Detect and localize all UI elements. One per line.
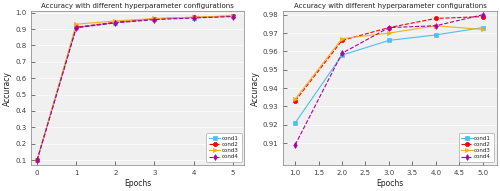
cond3 (292, 98, 298, 100)
cond2 (230, 15, 235, 17)
cond4 (386, 27, 392, 29)
cond3 (386, 32, 392, 34)
Y-axis label: Accuracy: Accuracy (251, 71, 260, 105)
Line: cond4: cond4 (293, 13, 484, 147)
cond4 (292, 144, 298, 146)
cond2 (152, 18, 158, 20)
cond1 (339, 54, 345, 56)
cond3 (152, 17, 158, 20)
cond1 (73, 26, 79, 29)
cond2 (112, 21, 118, 23)
cond4 (480, 14, 486, 16)
cond4 (112, 22, 118, 24)
cond3 (190, 16, 196, 18)
cond4 (230, 15, 235, 18)
cond2 (190, 16, 196, 19)
cond3 (339, 37, 345, 40)
Line: cond4: cond4 (35, 15, 235, 162)
cond4 (152, 19, 158, 21)
cond2 (480, 15, 486, 18)
Y-axis label: Accuracy: Accuracy (4, 71, 13, 105)
Title: Accuracy with different hyperparameter configurations: Accuracy with different hyperparameter c… (294, 3, 486, 9)
Title: Accuracy with different hyperparameter configurations: Accuracy with different hyperparameter c… (42, 3, 234, 9)
cond1 (152, 18, 158, 20)
X-axis label: Epochs: Epochs (124, 179, 152, 188)
cond1 (112, 21, 118, 24)
cond4 (433, 25, 439, 27)
cond1 (433, 34, 439, 36)
Line: cond1: cond1 (293, 26, 484, 125)
cond3 (73, 23, 79, 25)
cond1 (480, 27, 486, 29)
Line: cond2: cond2 (35, 14, 235, 162)
cond3 (34, 159, 40, 161)
cond2 (386, 27, 392, 29)
cond4 (73, 27, 79, 29)
cond1 (190, 16, 196, 19)
Line: cond2: cond2 (293, 15, 484, 103)
cond4 (339, 52, 345, 54)
cond2 (433, 17, 439, 20)
cond4 (34, 159, 40, 161)
Legend: cond1, cond2, cond3, cond4: cond1, cond2, cond3, cond4 (458, 133, 494, 162)
cond1 (386, 39, 392, 42)
cond2 (339, 39, 345, 42)
cond1 (230, 15, 235, 18)
cond1 (292, 122, 298, 124)
cond3 (433, 25, 439, 27)
Legend: cond1, cond2, cond3, cond4: cond1, cond2, cond3, cond4 (206, 133, 242, 162)
Line: cond3: cond3 (35, 14, 235, 162)
Line: cond3: cond3 (293, 24, 484, 101)
cond2 (34, 159, 40, 161)
cond4 (190, 17, 196, 19)
cond2 (73, 26, 79, 28)
cond3 (230, 15, 235, 17)
cond2 (292, 100, 298, 102)
cond3 (480, 28, 486, 31)
X-axis label: Epochs: Epochs (376, 179, 404, 188)
cond1 (34, 159, 40, 161)
cond3 (112, 20, 118, 22)
Line: cond1: cond1 (35, 14, 235, 162)
